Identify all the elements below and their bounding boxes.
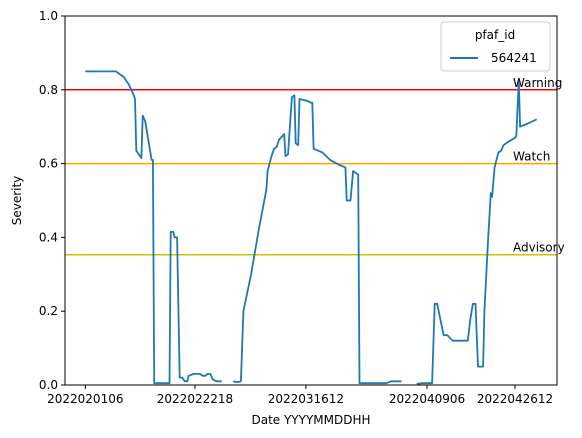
x-tick-label: 2022020106 [47, 392, 123, 406]
x-tick-label: 2022040906 [389, 392, 465, 406]
y-tick-label: 0.0 [39, 378, 58, 392]
threshold-label-watch: Watch [513, 150, 550, 164]
plot-area [65, 16, 557, 385]
threshold-lines [65, 89, 557, 256]
plot-frame [64, 15, 558, 386]
threshold-label-warning: Warning [513, 76, 562, 90]
series-line-564241-segment-2 [232, 94, 402, 385]
series-layer [85, 70, 538, 385]
x-tick-label: 2022031612 [268, 392, 344, 406]
y-axis: 0.0 0.2 0.4 0.6 0.8 1.0 [39, 9, 65, 392]
x-axis: 2022020106 2022022218 2022031612 2022040906… [47, 385, 553, 406]
series-line-564241-segment-1 [85, 70, 222, 385]
y-tick-label: 0.2 [39, 304, 58, 318]
legend: pfaf_id 564241 [440, 21, 551, 72]
y-axis-label: Severity [10, 176, 24, 226]
threshold-label-advisory: Advisory [513, 241, 565, 255]
y-tick-label: 1.0 [39, 9, 58, 23]
x-tick-label: 2022042612 [477, 392, 553, 406]
x-tick-label: 2022022218 [157, 392, 233, 406]
legend-entry: 564241 [491, 51, 537, 65]
series-line-564241-segment-3 [416, 79, 538, 385]
threshold-labels: Warning Watch Advisory [513, 76, 565, 255]
y-tick-label: 0.8 [39, 83, 58, 97]
y-tick-label: 0.6 [39, 157, 58, 171]
legend-title: pfaf_id [475, 28, 515, 42]
y-tick-label: 0.4 [39, 230, 58, 244]
x-axis-label: Date YYYYMMDDHH [251, 413, 370, 427]
